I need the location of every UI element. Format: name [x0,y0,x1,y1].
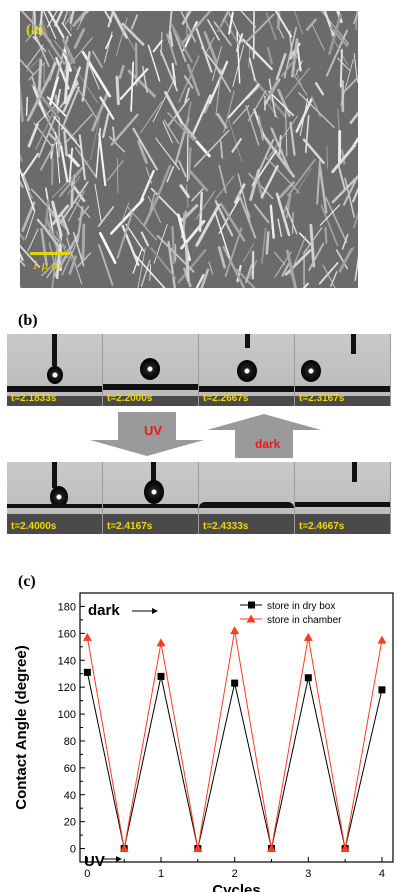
panel-c-label: (c) [18,573,36,590]
data-point [377,635,387,644]
series-line [86,672,383,849]
data-point [340,844,350,853]
frame-time-label: t=2.4167s [107,521,153,532]
annotation-dark-arrowhead [152,608,158,614]
contact-angle-chart: 0 20 40 60 80 100 120 140 160 180 0 1 2 3 4 Cycles Conta… [13,592,394,892]
x-tick-label: 4 [379,868,385,880]
dark-arrow-label: dark [255,437,281,451]
frame-time-label: t=2.2667s [203,393,249,404]
y-tick-label: 140 [58,655,76,667]
y-tick-label: 180 [58,601,76,613]
data-point [83,668,91,676]
droplet-frame: t=2.4000s [7,462,103,534]
panel-a-label: (a) [26,22,44,38]
y-tick-label: 20 [64,817,76,829]
uv-arrow [90,412,204,456]
data-point [378,686,386,694]
data-point [156,638,166,647]
legend-marker [248,601,255,609]
frame-time-label: t=2.3167s [299,393,345,404]
frame-time-label: t=2.2000s [107,393,153,404]
scale-bar-label: 1 μ m [32,257,61,272]
data-point [119,844,129,853]
data-point [303,632,313,641]
frame-time-label: t=2.4333s [203,521,249,532]
data-point [157,672,165,680]
data-point [304,674,312,682]
droplet-frame: t=2.2000s [103,334,199,406]
data-point [231,679,239,687]
panel-b-label: (b) [18,312,38,329]
annotation-dark: dark [88,602,120,619]
y-tick-label: 40 [64,790,76,802]
legend-label: store in chamber [267,615,342,626]
x-tick-label: 0 [84,868,90,880]
x-axis-title: Cycles [212,882,260,892]
frame-time-label: t=2.4000s [11,521,57,532]
droplet-frame: t=2.4333s [199,462,295,534]
scale-bar [30,252,70,255]
annotation-uv-arrowhead [116,856,122,862]
frame-time-label: t=2.4667s [299,521,345,532]
x-tick-label: 1 [158,868,164,880]
data-point [193,844,203,853]
y-tick-label: 60 [64,763,76,775]
sem-image [20,11,358,288]
y-tick-label: 120 [58,682,76,694]
data-point [82,632,92,641]
legend-marker [246,614,256,623]
y-tick-label: 160 [58,628,76,640]
x-tick-label: 3 [305,868,311,880]
annotation-uv: UV [84,853,105,870]
dark-arrow [207,414,321,458]
y-axis-title: Contact Angle (degree) [13,645,30,809]
droplet-frame: t=2.4167s [103,462,199,534]
y-tick-label: 80 [64,736,76,748]
frame-time-label: t=2.1833s [11,393,57,404]
x-tick-label: 2 [232,868,238,880]
sem-texture [20,11,358,288]
droplet-frame: t=2.4667s [295,462,391,534]
y-tick-label: 100 [58,709,76,721]
legend-label: store in dry box [267,601,335,612]
droplet-frame: t=2.2667s [199,334,295,406]
y-tick-label: 0 [70,844,76,856]
data-point [230,626,240,635]
droplet-frame: t=2.3167s [295,334,391,406]
uv-arrow-label: UV [144,423,163,438]
droplet-frame: t=2.1833s [7,334,103,406]
data-point [266,844,276,853]
